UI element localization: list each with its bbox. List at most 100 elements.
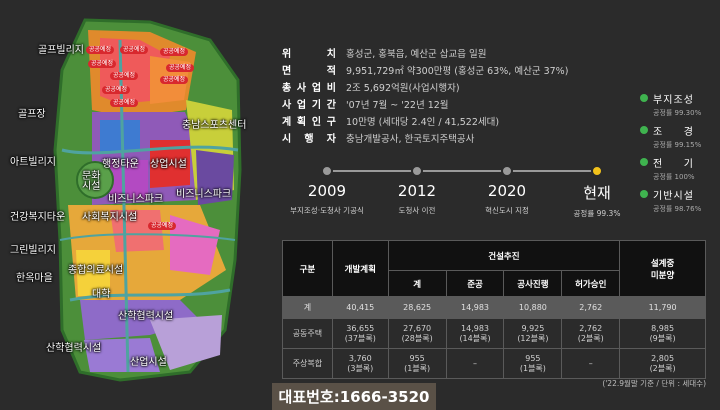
map-label-hanok-village: 한옥마을 — [16, 273, 53, 284]
header-in-progress: 공사진행 — [503, 270, 563, 297]
map-label-medical-facility: 종합의료시설 — [68, 265, 124, 276]
table-cell: – — [445, 348, 505, 379]
info-value: 홍성군, 홍북읍, 예산군 삽교읍 일원 — [346, 48, 487, 60]
timeline-dot-current-icon — [591, 165, 603, 177]
map-label-culture-facility: 문화 시설 — [82, 171, 101, 192]
header-pending-permit: 허가승인 — [561, 270, 621, 297]
map-label-green-village: 그린빌리지 — [10, 245, 56, 256]
green-dot-icon — [640, 94, 648, 102]
map-label-industry-coop-west: 산학협력시설 — [46, 343, 102, 354]
table-cell: 2,762 — [561, 296, 621, 319]
table-cell: 955 (1블록) — [503, 348, 563, 379]
table-cell: – — [561, 348, 621, 379]
public-plan-pin: 공공예정 — [148, 222, 177, 230]
info-value: 충남개발공사, 한국토지주택공사 — [346, 133, 475, 145]
public-plan-pin: 공공예정 — [166, 64, 195, 72]
timeline-year: 2020 — [487, 182, 527, 200]
district-map: 공공예정 공공예정 공공예정 공공예정 공공예정 공공예정 공공예정 공공예정 … — [0, 0, 262, 382]
map-label-art-village: 아트빌리지 — [10, 157, 56, 168]
table-cell: 40,415 — [331, 296, 389, 319]
timeline-desc: 혁신도시 지정 — [485, 206, 529, 215]
public-plan-pin: 공공예정 — [160, 48, 189, 56]
map-label-industrial-facility: 산업시설 — [130, 357, 167, 368]
table-cell: 2,762 (2블록) — [561, 318, 621, 349]
header-unsold: 설계중 미분양 — [619, 240, 706, 297]
public-plan-pin: 공공예정 — [88, 60, 117, 68]
table-cell: 10,880 — [503, 296, 563, 319]
header-construction: 건설추진 — [387, 240, 621, 271]
project-timeline: 2009 부지조성·도청사 기공식 2012 도청사 이전 2020 혁신도시 … — [282, 160, 642, 220]
green-dot-icon — [640, 126, 648, 134]
header-total: 계 — [387, 270, 447, 297]
header-plan: 개발계획 — [331, 240, 389, 297]
timeline-year: 2009 — [307, 182, 347, 200]
header-category: 구분 — [282, 240, 333, 297]
map-label-social-welfare-facility: 사회복지시설 — [82, 212, 138, 223]
header-completed: 준공 — [445, 270, 505, 297]
table-row: 공동주택 36,655 (37블록) 27,670 (28블록) 14,983 … — [282, 318, 706, 349]
green-dot-icon — [640, 190, 648, 198]
map-label-admin-town: 행정타운 — [102, 159, 139, 170]
public-plan-pin: 공공예정 — [102, 86, 131, 94]
table-cell: 27,670 (28블록) — [387, 318, 447, 349]
timeline-node: 2009 부지조성·도청사 기공식 — [282, 160, 372, 216]
timeline-line — [326, 170, 600, 172]
legend-rate: 공정률 99.15% — [653, 141, 702, 149]
map-label-business-park-east: 비즈니스파크 — [176, 189, 232, 200]
table-cell: 공동주택 — [282, 318, 333, 349]
table-cell: 28,625 — [387, 296, 447, 319]
info-value: 10만명 (세대당 2.4인 / 41,522세대) — [346, 116, 500, 128]
timeline-node-current: 현재 공정률 99.3% — [552, 160, 642, 219]
legend-rate: 공정률 98.76% — [653, 205, 702, 213]
timeline-desc: 공정률 99.3% — [573, 209, 621, 218]
map-label-health-welfare-town: 건강복지타운 — [10, 212, 66, 223]
table-footnote: ('22.9월말 기준 / 단위 : 세대수) — [602, 379, 706, 388]
info-value: 2조 5,692억원(사업시행자) — [346, 82, 460, 94]
timeline-node: 2020 혁신도시 지정 — [462, 160, 552, 216]
legend-rate: 공정률 99.30% — [653, 109, 702, 117]
table-cell: 8,985 (9블록) — [619, 318, 706, 349]
public-plan-pin: 공공예정 — [160, 76, 189, 84]
timeline-desc: 부지조성·도청사 기공식 — [290, 206, 364, 215]
info-value: 9,951,729㎡ 약300만평 (홍성군 63%, 예산군 37%) — [346, 65, 569, 77]
table-cell: 14,983 — [445, 296, 505, 319]
public-plan-pin: 공공예정 — [110, 99, 139, 107]
map-label-university: 대학 — [92, 289, 111, 300]
table-cell: 14,983 (14블록) — [445, 318, 505, 349]
table-cell: 2,805 (2블록) — [619, 348, 706, 379]
map-label-commercial-facility: 상업시설 — [150, 159, 187, 170]
public-plan-pin: 공공예정 — [110, 72, 139, 80]
timeline-dot-icon — [411, 165, 423, 177]
map-label-golf-course: 골프장 — [18, 109, 46, 120]
table-cell: 36,655 (37블록) — [331, 318, 389, 349]
district-map-drawing — [53, 18, 242, 382]
table-row-total: 계 40,415 28,625 14,983 10,880 2,762 11,7… — [282, 296, 706, 319]
table-row: 주상복합 3,760 (3블록) 955 (1블록) – 955 (1블록) –… — [282, 348, 706, 379]
table-cell: 9,925 (12블록) — [503, 318, 563, 349]
map-label-industry-coop-east: 산학협력시설 — [118, 311, 174, 322]
phone-number-banner[interactable]: 대표번호:1666-3520 — [272, 383, 436, 410]
timeline-dot-icon — [321, 165, 333, 177]
table-cell: 955 (1블록) — [387, 348, 447, 379]
map-label-business-park-west: 비즈니스파크 — [108, 194, 164, 205]
public-plan-pin: 공공예정 — [86, 46, 115, 54]
table-cell: 3,760 (3블록) — [331, 348, 389, 379]
